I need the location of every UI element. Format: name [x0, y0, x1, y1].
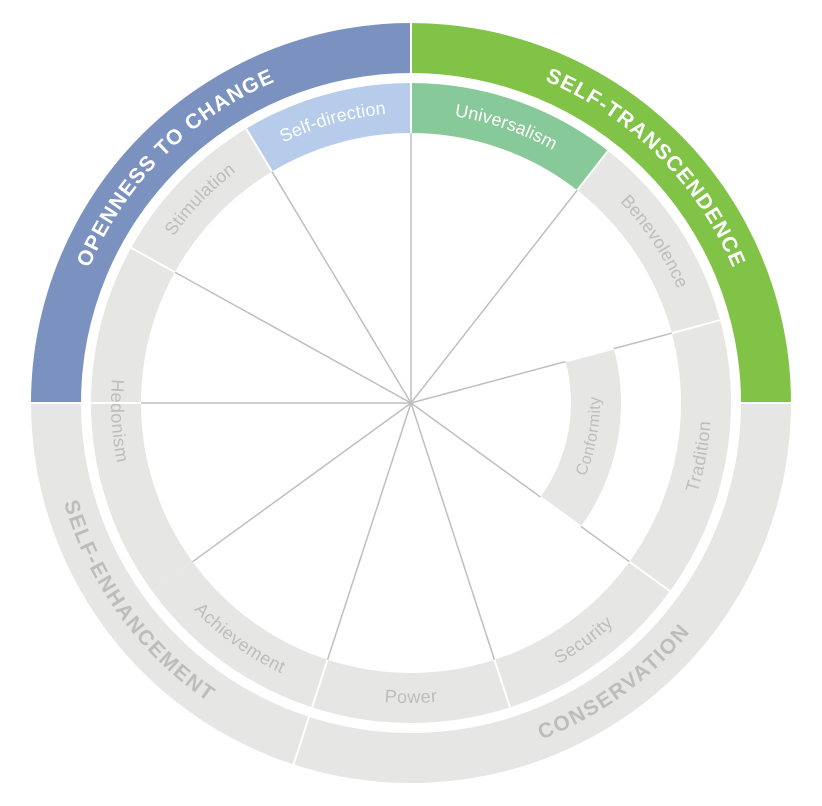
outer-segment-openness: [31, 23, 411, 403]
spoke-line: [411, 403, 494, 660]
spoke-line: [411, 190, 577, 403]
values-wheel-diagram: OPENNESS TO CHANGESELF-TRANSCENDENCECONS…: [0, 0, 822, 806]
outer-segment-self_transcendence: [411, 23, 791, 403]
conformity-segment: [540, 349, 621, 527]
spoke-line: [411, 333, 672, 403]
spoke-line: [328, 403, 411, 660]
spoke-line: [175, 272, 411, 403]
inner-label-power: Power: [384, 686, 438, 707]
spoke-line: [193, 403, 411, 562]
spoke-line: [272, 172, 411, 403]
